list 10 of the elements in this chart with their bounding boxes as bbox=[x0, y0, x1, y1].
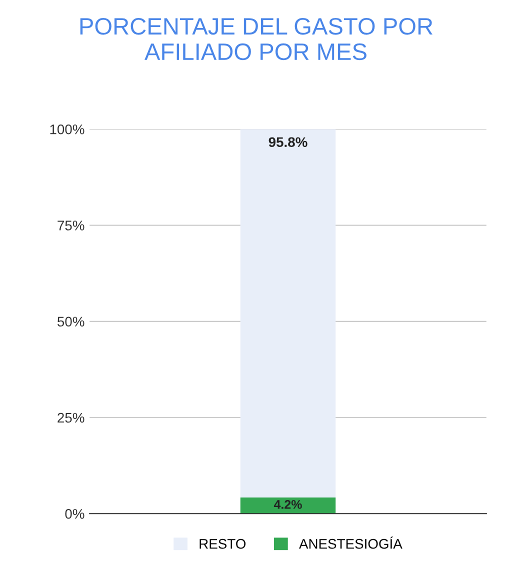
y-tick-label: 100% bbox=[50, 124, 84, 134]
y-tick-label: 25% bbox=[58, 412, 84, 423]
y-tick-label: 75% bbox=[58, 220, 84, 230]
data-label: 95.8% bbox=[268, 137, 308, 148]
data-label: 4.2% bbox=[274, 500, 302, 509]
y-tick-label: 50% bbox=[57, 316, 84, 327]
legend-label: RESTO bbox=[200, 538, 246, 549]
y-tick-label: 0% bbox=[65, 508, 84, 519]
chart-title: PORCENTAJE DEL GASTO POR AFILIADO POR MES bbox=[80, 18, 432, 60]
legend-label: ANESTESIOGÍA bbox=[299, 536, 402, 549]
